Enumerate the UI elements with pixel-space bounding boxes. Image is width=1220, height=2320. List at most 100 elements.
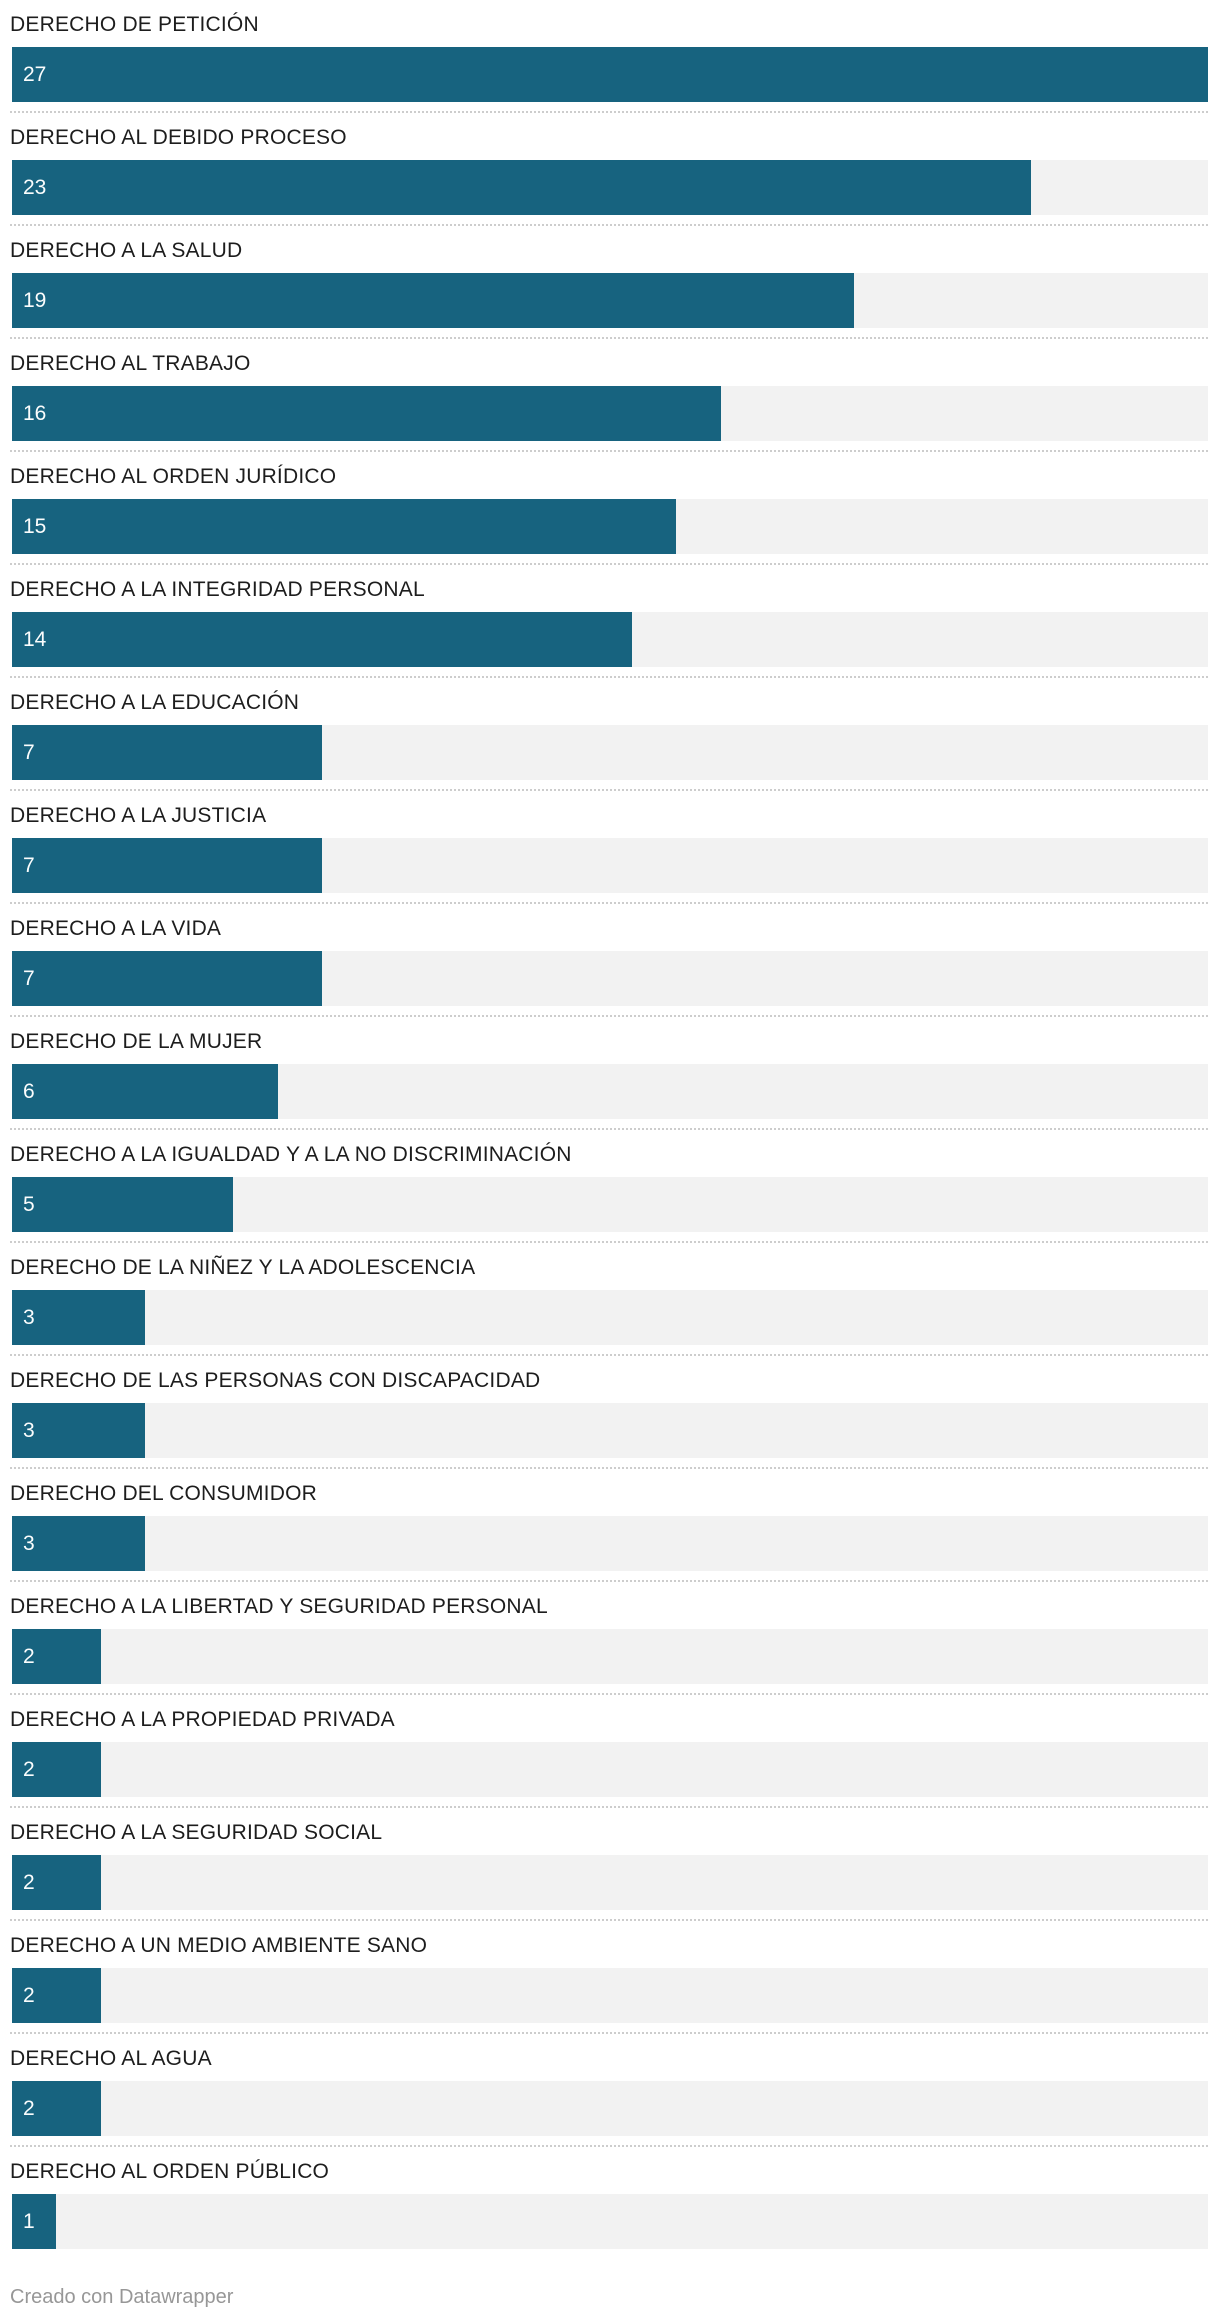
bar-row: DERECHO AL TRABAJO 16 — [10, 339, 1208, 452]
bar-category-label: DERECHO AL ORDEN PÚBLICO — [10, 2160, 330, 2183]
bar-track: 3 — [12, 1516, 1208, 1571]
bar-row: DERECHO DE LA MUJER 6 — [10, 1017, 1208, 1130]
bar: 7 — [12, 838, 323, 893]
bar-category-label: DERECHO A UN MEDIO AMBIENTE SANO — [10, 1934, 428, 1957]
bar-value-label: 3 — [23, 1305, 35, 1329]
bar-row: DERECHO AL AGUA 2 — [10, 2034, 1208, 2147]
bar: 3 — [12, 1403, 145, 1458]
bar-track: 14 — [12, 612, 1208, 667]
bar-category-label: DERECHO A LA LIBERTAD Y SEGURIDAD PERSON… — [10, 1595, 548, 1618]
bar-track: 16 — [12, 386, 1208, 441]
bar: 23 — [12, 160, 1031, 215]
bar: 15 — [12, 499, 677, 554]
bar-value-label: 3 — [23, 1531, 35, 1555]
bar-row: DERECHO AL ORDEN JURÍDICO 15 — [10, 452, 1208, 565]
bar-value-label: 7 — [23, 853, 35, 877]
bar-row: DERECHO A LA JUSTICIA 7 — [10, 791, 1208, 904]
bar-track: 1 — [12, 2194, 1208, 2249]
bar-category-label: DERECHO AL TRABAJO — [10, 352, 251, 375]
bar-category-label: DERECHO A LA SEGURIDAD SOCIAL — [10, 1821, 383, 1844]
bar: 6 — [12, 1064, 278, 1119]
bar-value-label: 1 — [23, 2209, 35, 2233]
bar-value-label: 27 — [23, 62, 47, 86]
datawrapper-credit[interactable]: Creado con Datawrapper — [10, 2286, 234, 2308]
bar-category-label: DERECHO DE LA NIÑEZ Y LA ADOLESCENCIA — [10, 1256, 476, 1279]
bar-row: DERECHO DE LAS PERSONAS CON DISCAPACIDAD… — [10, 1356, 1208, 1469]
bar-track: 6 — [12, 1064, 1208, 1119]
bar-category-label: DERECHO A LA SALUD — [10, 239, 243, 262]
bar-category-label: DERECHO AL DEBIDO PROCESO — [10, 126, 347, 149]
bar-track: 2 — [12, 1968, 1208, 2023]
bar-value-label: 16 — [23, 401, 47, 425]
bar-value-label: 2 — [23, 1644, 35, 1668]
bar-track: 23 — [12, 160, 1208, 215]
bar-category-label: DERECHO A LA JUSTICIA — [10, 804, 267, 827]
bar: 7 — [12, 725, 323, 780]
bar-category-label: DERECHO A LA PROPIEDAD PRIVADA — [10, 1708, 395, 1731]
bar-track: 3 — [12, 1290, 1208, 1345]
bar-value-label: 2 — [23, 1757, 35, 1781]
bar-row: DERECHO AL ORDEN PÚBLICO 1 — [10, 2147, 1208, 2260]
bar-row: DERECHO A LA SEGURIDAD SOCIAL 2 — [10, 1808, 1208, 1921]
bar: 19 — [12, 273, 854, 328]
bar-category-label: DERECHO DEL CONSUMIDOR — [10, 1482, 317, 1505]
bar-track: 2 — [12, 1629, 1208, 1684]
bar-value-label: 7 — [23, 740, 35, 764]
bar-rows: DERECHO DE PETICIÓN 27 DERECHO AL DEBIDO… — [10, 0, 1208, 2260]
bar-row: DERECHO A LA LIBERTAD Y SEGURIDAD PERSON… — [10, 1582, 1208, 1695]
bar: 16 — [12, 386, 721, 441]
bar-row: DERECHO A LA SALUD 19 — [10, 226, 1208, 339]
bar: 2 — [12, 1629, 101, 1684]
bar-track: 7 — [12, 838, 1208, 893]
bar-track: 3 — [12, 1403, 1208, 1458]
bar-row: DERECHO A LA VIDA 7 — [10, 904, 1208, 1017]
bar-row: DERECHO A LA EDUCACIÓN 7 — [10, 678, 1208, 791]
bar-track: 7 — [12, 725, 1208, 780]
bar-row: DERECHO A LA PROPIEDAD PRIVADA 2 — [10, 1695, 1208, 1808]
bar: 2 — [12, 1968, 101, 2023]
bar-value-label: 5 — [23, 1192, 35, 1216]
bar-category-label: DERECHO DE PETICIÓN — [10, 13, 259, 36]
bar: 1 — [12, 2194, 57, 2249]
bar-row: DERECHO DE PETICIÓN 27 — [10, 0, 1208, 113]
bar-row: DERECHO A UN MEDIO AMBIENTE SANO 2 — [10, 1921, 1208, 2034]
bar-category-label: DERECHO A LA EDUCACIÓN — [10, 691, 300, 714]
bar-row: DERECHO A LA IGUALDAD Y A LA NO DISCRIMI… — [10, 1130, 1208, 1243]
bar-value-label: 2 — [23, 2096, 35, 2120]
bar-row: DERECHO AL DEBIDO PROCESO 23 — [10, 113, 1208, 226]
bar-value-label: 23 — [23, 175, 47, 199]
bar-value-label: 3 — [23, 1418, 35, 1442]
bar: 3 — [12, 1290, 145, 1345]
bar-value-label: 7 — [23, 966, 35, 990]
bar: 2 — [12, 1855, 101, 1910]
bar-value-label: 19 — [23, 288, 47, 312]
bar: 5 — [12, 1177, 234, 1232]
bar: 14 — [12, 612, 633, 667]
bar-track: 5 — [12, 1177, 1208, 1232]
bar-track: 15 — [12, 499, 1208, 554]
bar-track: 19 — [12, 273, 1208, 328]
bar-value-label: 14 — [23, 627, 47, 651]
bar: 2 — [12, 2081, 101, 2136]
bar: 3 — [12, 1516, 145, 1571]
bar-row: DERECHO DE LA NIÑEZ Y LA ADOLESCENCIA 3 — [10, 1243, 1208, 1356]
bar-category-label: DERECHO A LA VIDA — [10, 917, 222, 940]
bar-value-label: 15 — [23, 514, 47, 538]
bar: 2 — [12, 1742, 101, 1797]
bar-track: 2 — [12, 1742, 1208, 1797]
bar-track: 2 — [12, 2081, 1208, 2136]
bar-track: 7 — [12, 951, 1208, 1006]
bar-value-label: 2 — [23, 1870, 35, 1894]
bar-track: 27 — [12, 47, 1208, 102]
bar-category-label: DERECHO DE LAS PERSONAS CON DISCAPACIDAD — [10, 1369, 541, 1392]
bar-category-label: DERECHO AL ORDEN JURÍDICO — [10, 465, 337, 488]
bar: 27 — [12, 47, 1208, 102]
bar-category-label: DERECHO A LA IGUALDAD Y A LA NO DISCRIMI… — [10, 1143, 572, 1166]
bar-category-label: DERECHO AL AGUA — [10, 2047, 212, 2070]
bar-value-label: 2 — [23, 1983, 35, 2007]
bar-track: 2 — [12, 1855, 1208, 1910]
bar-row: DERECHO DEL CONSUMIDOR 3 — [10, 1469, 1208, 1582]
bar-value-label: 6 — [23, 1079, 35, 1103]
bar-category-label: DERECHO A LA INTEGRIDAD PERSONAL — [10, 578, 425, 601]
